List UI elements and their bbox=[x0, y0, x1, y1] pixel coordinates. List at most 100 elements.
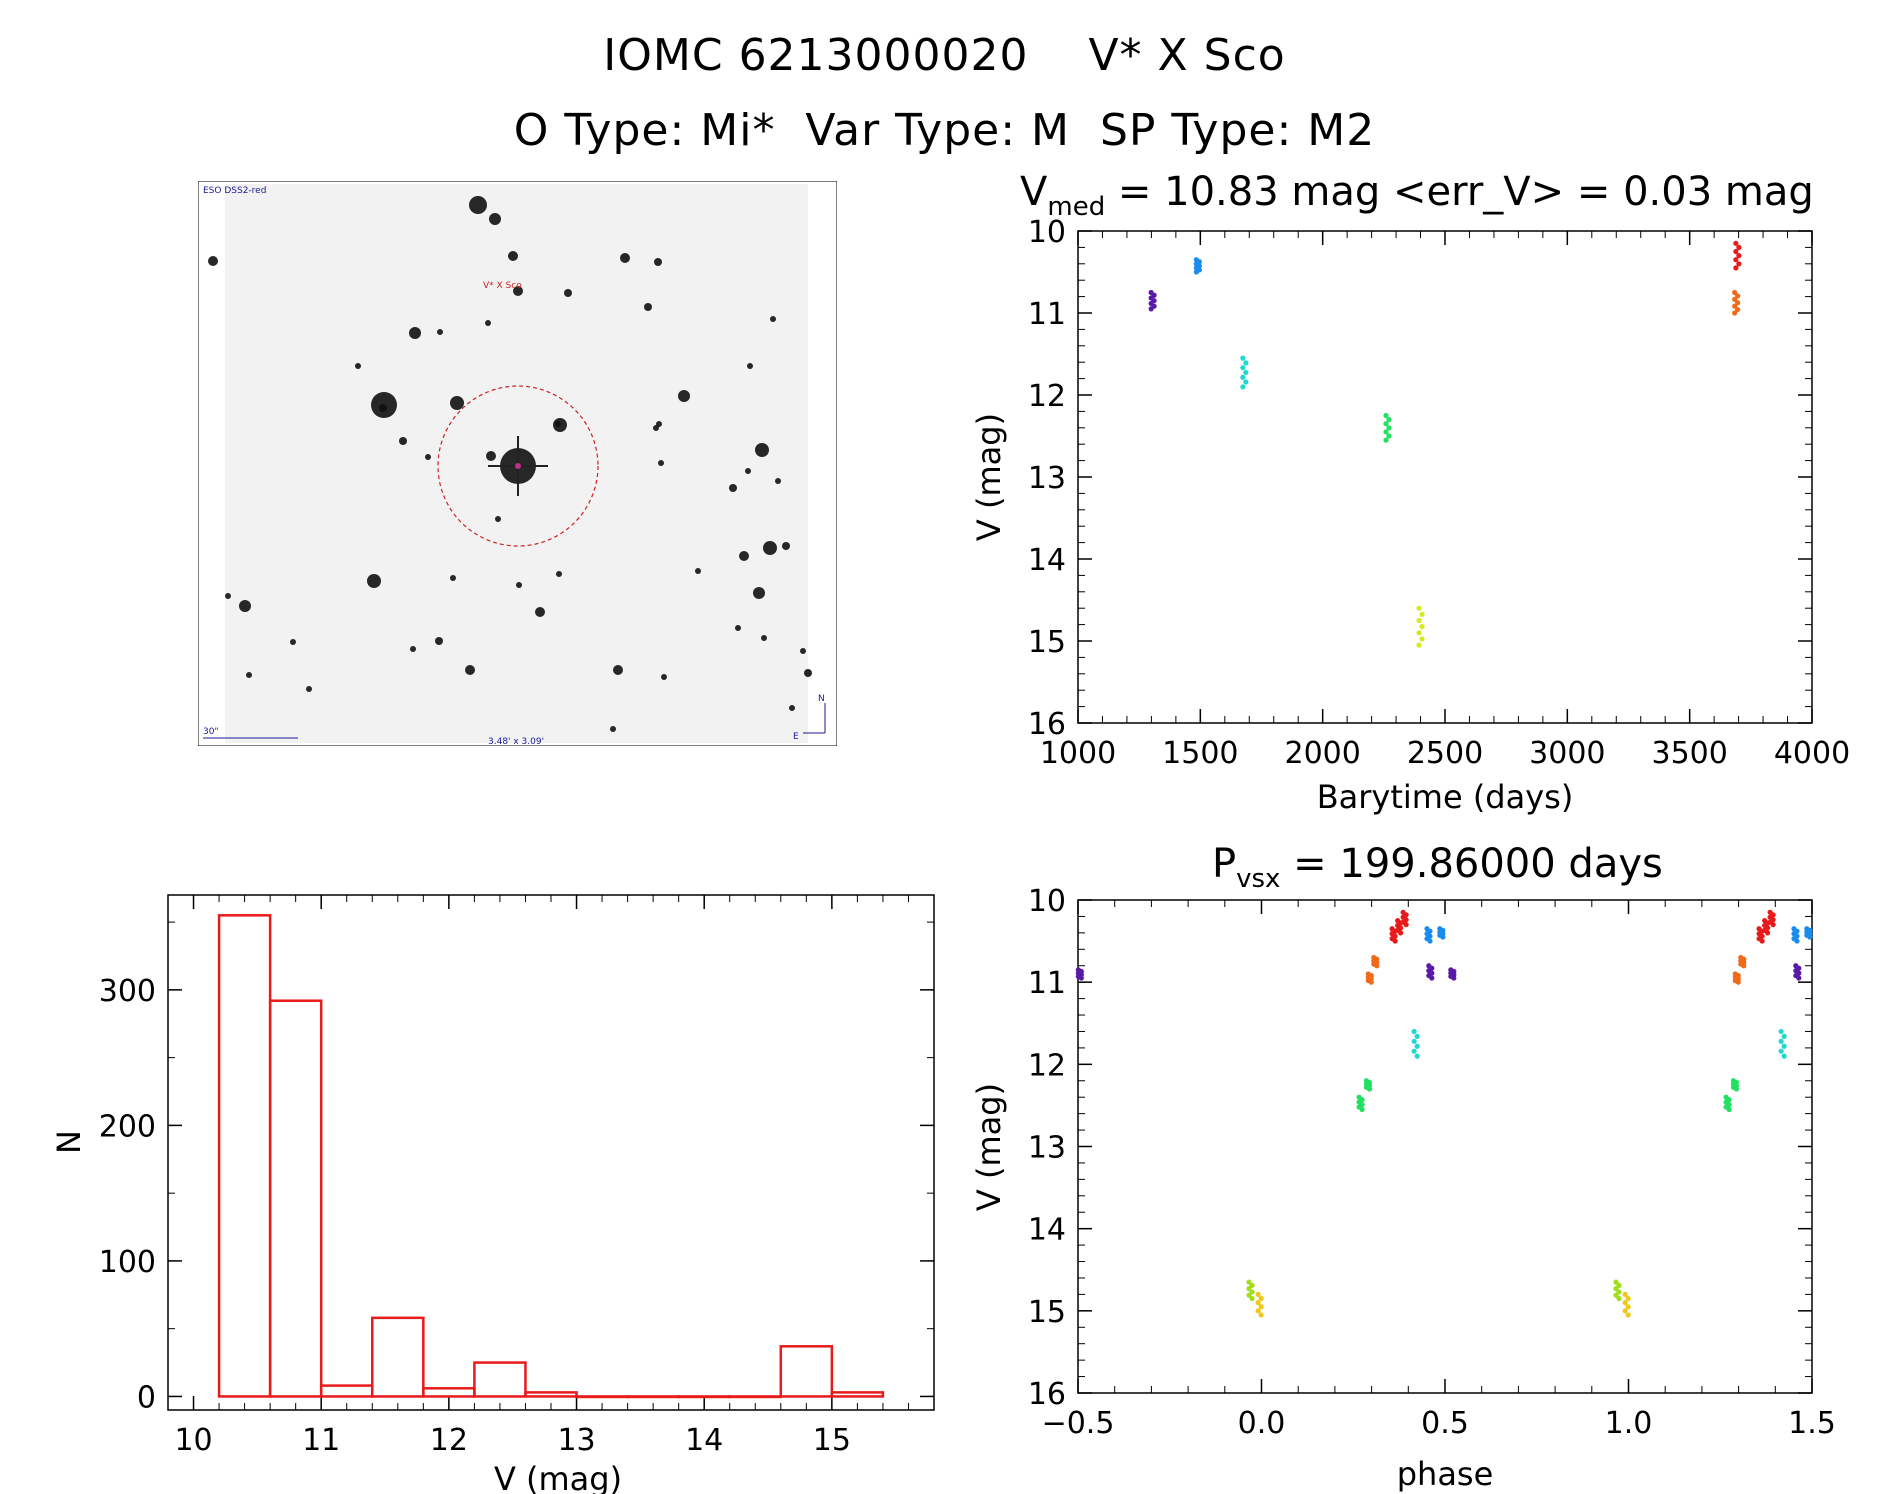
phased-xtick-label: 0.5 bbox=[1421, 1406, 1469, 1441]
phased-point bbox=[1411, 1048, 1417, 1054]
histogram-ylabel: N bbox=[50, 1130, 88, 1154]
star-9 bbox=[644, 303, 652, 311]
star-11 bbox=[409, 327, 421, 339]
phased-title: Pvsx = 199.86000 days bbox=[1212, 841, 1663, 894]
phased-point bbox=[1374, 963, 1380, 969]
sky-stars bbox=[208, 196, 812, 732]
phased-point bbox=[1249, 1289, 1255, 1295]
phased-point bbox=[1622, 1300, 1628, 1306]
lightcurve-point bbox=[1243, 379, 1249, 385]
phased-point bbox=[1258, 1304, 1264, 1310]
phased-point bbox=[1778, 1038, 1784, 1044]
sky-image: ESO DSS2-red V* X Sco 30" 3.48' x 3.09' … bbox=[198, 181, 837, 746]
phased-point bbox=[1778, 1048, 1784, 1054]
phased-point bbox=[1249, 1282, 1255, 1288]
phased-point bbox=[1625, 1312, 1631, 1318]
phased-point bbox=[1796, 975, 1802, 981]
phased-point bbox=[1440, 934, 1446, 940]
lightcurve-point bbox=[1240, 355, 1246, 361]
phased-ytick-label: 11 bbox=[1028, 966, 1066, 1001]
lightcurve-title-main: V bbox=[1020, 169, 1048, 215]
phased-point bbox=[1735, 979, 1741, 985]
phased-point bbox=[1807, 934, 1813, 940]
phased-xtick-label: 1.5 bbox=[1788, 1406, 1836, 1441]
lightcurve-point bbox=[1733, 248, 1739, 255]
phased-point bbox=[1622, 1291, 1628, 1297]
lightcurve-panel: Vmed = 10.83 mag <err_V> = 0.03 mag 1000… bbox=[970, 169, 1850, 816]
lightcurve-point bbox=[1383, 421, 1389, 427]
lightcurve-frame bbox=[1077, 230, 1813, 724]
phased-xtick-label: 0.0 bbox=[1238, 1406, 1286, 1441]
star-26 bbox=[425, 454, 431, 460]
star-6 bbox=[564, 289, 572, 297]
phased-point bbox=[1781, 1033, 1787, 1039]
phased-point bbox=[1411, 1028, 1417, 1035]
phased-ytick-label: 15 bbox=[1028, 1295, 1066, 1330]
phased-title-sub: vsx bbox=[1236, 864, 1280, 894]
lightcurve-xtick-label: 3000 bbox=[1529, 736, 1605, 771]
phased-point bbox=[1258, 1295, 1264, 1302]
phased-point bbox=[1427, 938, 1433, 944]
star-54 bbox=[789, 705, 795, 711]
star-24 bbox=[486, 451, 496, 461]
star-56 bbox=[246, 672, 252, 678]
star-12 bbox=[355, 363, 361, 369]
star-25 bbox=[653, 425, 659, 431]
histogram-bar bbox=[217, 914, 272, 1398]
lightcurve-point bbox=[1419, 611, 1425, 617]
lightcurve-ylabel: V (mag) bbox=[970, 413, 1008, 541]
lightcurve-point bbox=[1732, 296, 1738, 302]
histogram-ytick-label: 100 bbox=[99, 1245, 156, 1280]
lightcurve-point bbox=[1733, 265, 1739, 271]
star-39 bbox=[556, 571, 562, 577]
phased-point bbox=[1246, 1279, 1252, 1285]
star-58 bbox=[745, 468, 751, 474]
scale-label: 30" bbox=[203, 727, 219, 737]
star-55 bbox=[306, 686, 312, 692]
figure-title: IOMC 6213000020 V* X Sco bbox=[603, 30, 1286, 81]
phased-point bbox=[1414, 1053, 1420, 1059]
histogram-bar bbox=[677, 1395, 731, 1399]
lightcurve-ytick-label: 12 bbox=[1028, 379, 1066, 414]
histogram-bar bbox=[575, 1395, 629, 1399]
lightcurve-point bbox=[1735, 293, 1741, 299]
star-29 bbox=[658, 460, 664, 466]
lightcurve-point bbox=[1193, 269, 1199, 275]
phased-point bbox=[1781, 1043, 1787, 1049]
lightcurve-title-rest: = 10.83 mag <err_V> = 0.03 mag bbox=[1105, 169, 1814, 215]
phased-point bbox=[1622, 1308, 1628, 1314]
phased-point bbox=[1429, 975, 1435, 981]
lightcurve-point bbox=[1416, 630, 1422, 636]
histogram-xtick-label: 11 bbox=[302, 1423, 340, 1458]
phased-point bbox=[1366, 1086, 1373, 1092]
lightcurve-point bbox=[1386, 433, 1392, 439]
survey-label: ESO DSS2-red bbox=[203, 186, 266, 196]
lightcurve-point bbox=[1736, 244, 1742, 250]
star-33 bbox=[735, 625, 741, 631]
histogram-xtick-label: 15 bbox=[813, 1423, 851, 1458]
fov-label: 3.48' x 3.09' bbox=[488, 737, 544, 746]
phased-point bbox=[1258, 1312, 1264, 1318]
star-3 bbox=[508, 251, 518, 261]
lightcurve-xtick-label: 1000 bbox=[1040, 736, 1116, 771]
phased-title-main: P bbox=[1212, 841, 1236, 887]
phased-point bbox=[1613, 1286, 1619, 1292]
phased-point bbox=[1392, 938, 1398, 944]
histogram-bar bbox=[779, 1345, 834, 1398]
phased-panel: Pvsx = 199.86000 days −0.5 0.0 0.5 1.0 1.5 10… bbox=[970, 841, 1836, 1493]
phased-title-rest: = 199.86000 days bbox=[1280, 841, 1662, 887]
histogram-bar bbox=[728, 1395, 783, 1399]
lightcurve-point bbox=[1735, 300, 1741, 306]
star-20 bbox=[770, 316, 776, 322]
lightcurve-point bbox=[1416, 605, 1422, 611]
lightcurve-xlabel: Barytime (days) bbox=[1317, 778, 1574, 816]
phased-point bbox=[1246, 1292, 1252, 1298]
histogram-bar bbox=[319, 1384, 374, 1398]
histogram-xtick-label: 12 bbox=[430, 1423, 468, 1458]
histogram-bar bbox=[524, 1391, 578, 1398]
star-43 bbox=[290, 639, 296, 645]
lightcurve-point bbox=[1243, 369, 1249, 376]
star-28 bbox=[729, 484, 737, 492]
lightcurve-point bbox=[1732, 303, 1738, 309]
star-49 bbox=[610, 726, 616, 732]
